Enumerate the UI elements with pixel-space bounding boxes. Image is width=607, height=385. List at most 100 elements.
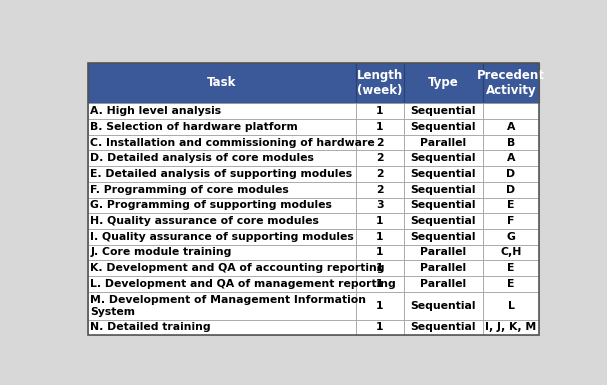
Text: 1: 1 [376, 322, 384, 332]
Bar [483, 213, 539, 229]
Text: K. Development and QA of accounting reporting: K. Development and QA of accounting repo… [90, 263, 385, 273]
Bar [356, 103, 404, 119]
Bar [87, 229, 356, 244]
Bar [483, 103, 539, 119]
Bar [87, 103, 356, 119]
Bar [404, 320, 483, 335]
Text: C. Installation and commissioning of hardware: C. Installation and commissioning of har… [90, 137, 375, 147]
Bar [356, 260, 404, 276]
Text: G. Programming of supporting modules: G. Programming of supporting modules [90, 200, 333, 210]
Bar [87, 151, 356, 166]
Bar [483, 182, 539, 198]
Bar [404, 103, 483, 119]
Bar [404, 260, 483, 276]
Bar [483, 119, 539, 135]
Text: 2: 2 [376, 169, 384, 179]
Text: A. High level analysis: A. High level analysis [90, 106, 222, 116]
Text: F: F [507, 216, 515, 226]
Text: 1: 1 [376, 232, 384, 242]
Text: E: E [507, 263, 515, 273]
Text: Sequential: Sequential [410, 232, 476, 242]
Text: Sequential: Sequential [410, 301, 476, 311]
Text: A: A [507, 122, 515, 132]
Bar [483, 292, 539, 320]
Text: Parallel: Parallel [420, 137, 466, 147]
Text: 2: 2 [376, 185, 384, 195]
Text: Sequential: Sequential [410, 216, 476, 226]
Text: D: D [506, 169, 515, 179]
Text: 2: 2 [376, 153, 384, 163]
Text: N. Detailed training: N. Detailed training [90, 322, 211, 332]
Bar [404, 276, 483, 292]
Text: H. Quality assurance of core modules: H. Quality assurance of core modules [90, 216, 319, 226]
Bar [404, 198, 483, 213]
Bar [483, 166, 539, 182]
Bar [87, 166, 356, 182]
Text: 2: 2 [376, 137, 384, 147]
Bar [356, 320, 404, 335]
Bar [356, 151, 404, 166]
Text: E: E [507, 200, 515, 210]
Text: 1: 1 [376, 263, 384, 273]
Bar [483, 151, 539, 166]
Bar [87, 213, 356, 229]
Text: Task: Task [208, 76, 237, 89]
Text: B: B [507, 137, 515, 147]
Bar [87, 292, 356, 320]
Bar [483, 260, 539, 276]
Text: Precedent
Activity: Precedent Activity [477, 69, 545, 97]
Bar [483, 198, 539, 213]
Text: A: A [507, 153, 515, 163]
Bar [404, 119, 483, 135]
Bar [356, 135, 404, 151]
Text: Sequential: Sequential [410, 322, 476, 332]
Text: Parallel: Parallel [420, 263, 466, 273]
Text: Parallel: Parallel [420, 279, 466, 289]
Text: G: G [507, 232, 515, 242]
Text: M. Development of Management Information
System: M. Development of Management Information… [90, 295, 367, 316]
Text: D. Detailed analysis of core modules: D. Detailed analysis of core modules [90, 153, 314, 163]
Text: 1: 1 [376, 279, 384, 289]
Text: L. Development and QA of management reporting: L. Development and QA of management repo… [90, 279, 396, 289]
Bar [483, 276, 539, 292]
Bar [483, 320, 539, 335]
Bar [404, 213, 483, 229]
Text: E. Detailed analysis of supporting modules: E. Detailed analysis of supporting modul… [90, 169, 353, 179]
Bar [356, 244, 404, 260]
Bar [356, 213, 404, 229]
Bar [87, 260, 356, 276]
Bar [356, 276, 404, 292]
Text: Type: Type [428, 76, 459, 89]
Text: Sequential: Sequential [410, 122, 476, 132]
Bar [87, 135, 356, 151]
Text: 1: 1 [376, 216, 384, 226]
Text: Parallel: Parallel [420, 248, 466, 258]
Bar [87, 320, 356, 335]
Bar [356, 198, 404, 213]
Text: 3: 3 [376, 200, 384, 210]
Bar [87, 62, 356, 103]
Text: F. Programming of core modules: F. Programming of core modules [90, 185, 289, 195]
Text: C,H: C,H [500, 248, 521, 258]
Text: E: E [507, 279, 515, 289]
Text: 1: 1 [376, 301, 384, 311]
Bar [483, 244, 539, 260]
Bar [404, 244, 483, 260]
Bar [356, 166, 404, 182]
Text: 1: 1 [376, 122, 384, 132]
Bar [356, 62, 404, 103]
Text: 1: 1 [376, 248, 384, 258]
Bar [404, 166, 483, 182]
Text: I. Quality assurance of supporting modules: I. Quality assurance of supporting modul… [90, 232, 354, 242]
Text: 1: 1 [376, 106, 384, 116]
Bar [87, 119, 356, 135]
Bar [404, 229, 483, 244]
Text: D: D [506, 185, 515, 195]
Bar [404, 62, 483, 103]
Bar [87, 182, 356, 198]
Bar [404, 292, 483, 320]
Bar [87, 276, 356, 292]
Text: I, J, K, M: I, J, K, M [486, 322, 537, 332]
Text: Sequential: Sequential [410, 200, 476, 210]
Text: Length
(week): Length (week) [357, 69, 403, 97]
